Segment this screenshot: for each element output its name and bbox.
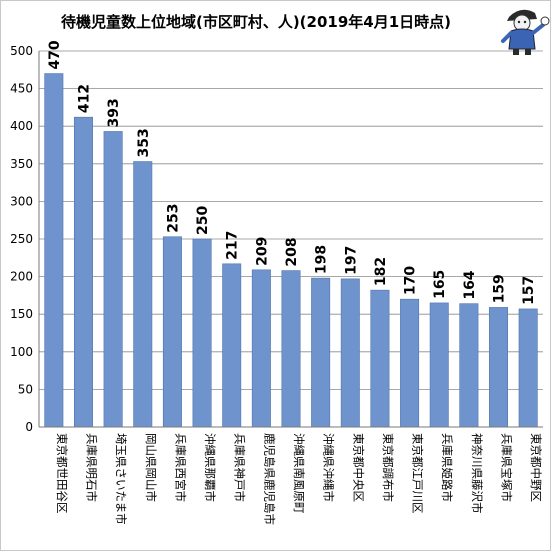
bar xyxy=(192,238,212,428)
bar xyxy=(489,307,509,428)
x-tick-label: 兵庫県宝塚市 xyxy=(500,433,514,502)
bar xyxy=(162,236,182,428)
data-label: 208 xyxy=(284,237,300,266)
bar xyxy=(281,270,301,428)
y-tick-label: 0 xyxy=(25,420,33,434)
axes xyxy=(38,51,543,428)
data-label: 470 xyxy=(47,40,63,69)
y-tick-label: 150 xyxy=(10,307,33,321)
data-label: 198 xyxy=(314,245,330,274)
x-tick-label: 東京都中野区 xyxy=(529,433,543,502)
chart-title: 待機児童数上位地域(市区町村、人)(2019年4月1日時点) xyxy=(61,13,451,31)
bar xyxy=(311,277,331,428)
y-axis-ticks: 0 50 100 150 200 250 300 350 400 450 500 xyxy=(10,44,33,434)
data-label: 209 xyxy=(254,237,270,266)
y-tick-label: 200 xyxy=(10,270,33,284)
bar xyxy=(222,263,242,428)
x-tick-label: 岡山県岡山市 xyxy=(144,433,158,502)
bar xyxy=(251,269,271,428)
data-label: 165 xyxy=(432,270,448,299)
data-label: 250 xyxy=(195,206,211,235)
y-tick-label: 400 xyxy=(10,119,33,133)
y-tick-label: 100 xyxy=(10,345,33,359)
bars xyxy=(44,73,538,428)
y-tick-label: 250 xyxy=(10,232,33,246)
x-tick-label: 沖縄県沖縄市 xyxy=(322,433,336,502)
bar xyxy=(44,73,64,428)
data-label: 353 xyxy=(136,128,152,157)
y-tick-label: 450 xyxy=(10,82,33,96)
bar xyxy=(370,289,390,428)
data-label: 157 xyxy=(521,276,537,305)
bar xyxy=(73,116,93,428)
x-tick-label: 沖縄県南風原町 xyxy=(292,433,306,514)
x-tick-label: 鹿児島県鹿児島市 xyxy=(262,433,276,525)
bar xyxy=(103,131,123,428)
data-label: 170 xyxy=(403,266,419,295)
x-tick-label: 埼玉県さいたま市 xyxy=(114,433,128,525)
data-labels: 470 412 393 353 253 250 217 209 208 198 197 182 170 1… xyxy=(47,40,537,305)
data-label: 159 xyxy=(492,274,508,303)
gridlines xyxy=(39,50,543,390)
data-label: 393 xyxy=(106,98,122,127)
x-tick-label: 兵庫県姫路市 xyxy=(440,433,454,502)
y-tick-label: 50 xyxy=(18,382,33,396)
data-label: 253 xyxy=(165,204,181,233)
mascot-character-icon xyxy=(501,9,550,55)
y-tick-label: 500 xyxy=(10,44,33,58)
data-label: 412 xyxy=(76,84,92,113)
data-label: 217 xyxy=(225,231,241,260)
y-tick-label: 350 xyxy=(10,157,33,171)
data-label: 197 xyxy=(343,246,359,275)
x-tick-label: 兵庫県明石市 xyxy=(84,433,98,502)
data-label: 164 xyxy=(462,270,478,299)
data-label: 182 xyxy=(373,257,389,286)
x-tick-label: 沖縄県那覇市 xyxy=(203,433,217,502)
x-tick-label: 兵庫県西宮市 xyxy=(173,433,187,502)
y-tick-label: 300 xyxy=(10,194,33,208)
x-tick-label: 東京都中央区 xyxy=(351,433,365,502)
x-axis-ticks: 東京都世田谷区 兵庫県明石市 埼玉県さいたま市 岡山県岡山市 兵庫県西宮市 沖縄県那覇市 兵… xyxy=(55,433,543,525)
x-tick-label: 兵庫県神戸市 xyxy=(233,433,247,502)
bar xyxy=(340,278,360,428)
bar xyxy=(429,302,449,428)
x-tick-label: 東京都江戸川区 xyxy=(411,433,425,514)
bar xyxy=(400,298,420,428)
x-tick-label: 東京都世田谷区 xyxy=(55,433,69,514)
x-tick-label: 神奈川県藤沢市 xyxy=(470,433,484,514)
bar xyxy=(133,161,153,428)
bar xyxy=(459,303,479,428)
bar xyxy=(518,308,538,428)
x-tick-label: 東京都調布市 xyxy=(381,433,395,502)
